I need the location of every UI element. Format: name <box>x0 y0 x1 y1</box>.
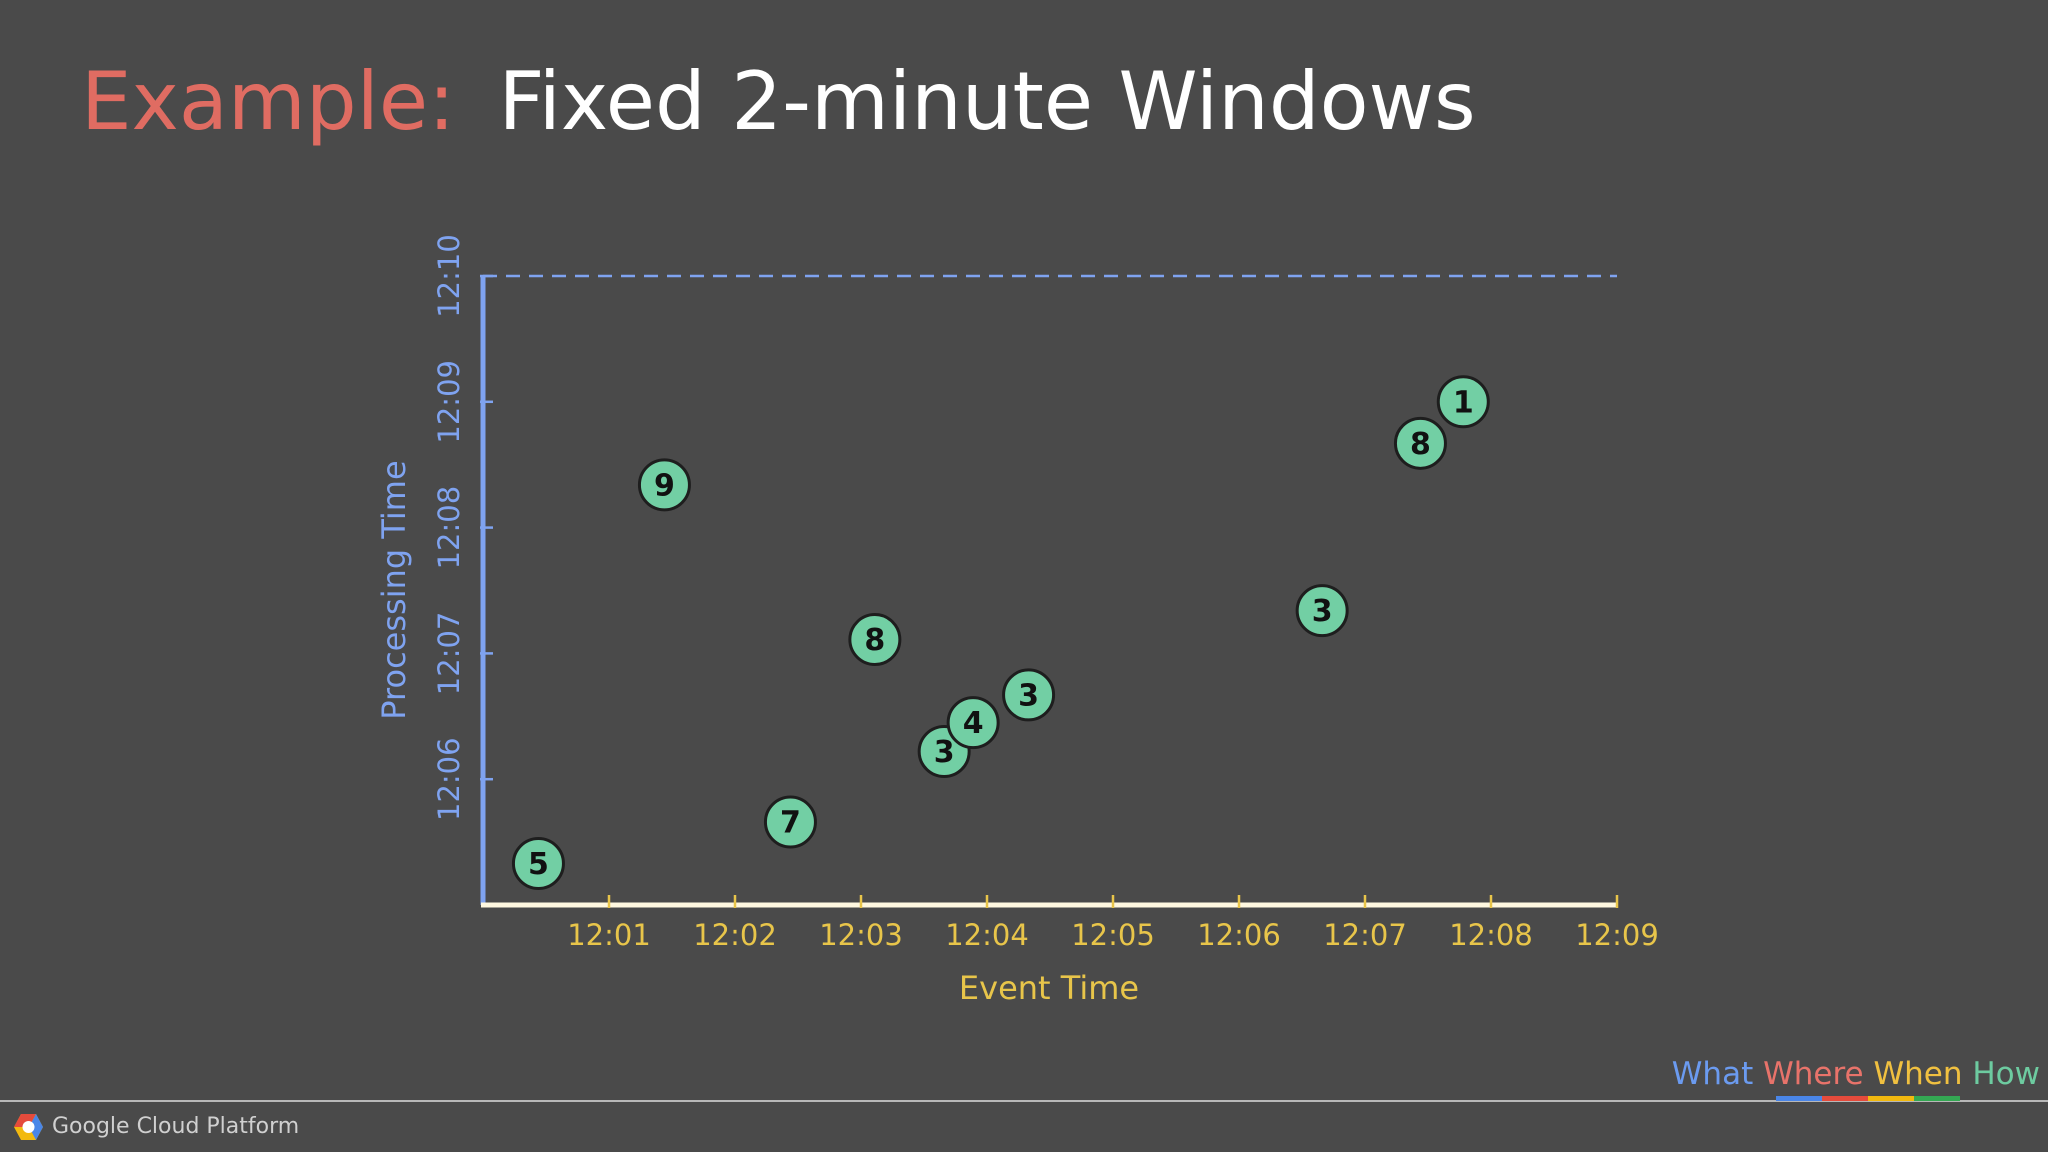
title-prefix: Example: <box>81 55 455 148</box>
x-tick-label: 12:09 <box>1575 918 1659 952</box>
slide-title: Example: Fixed 2-minute Windows <box>81 55 1476 148</box>
x-tick-label: 12:06 <box>1197 918 1281 952</box>
x-tick-label: 12:05 <box>1071 918 1155 952</box>
point-label: 8 <box>1410 427 1431 462</box>
x-tick-label: 12:08 <box>1449 918 1533 952</box>
nav-underline <box>1776 1096 1960 1101</box>
nav-how: How <box>1972 1056 2040 1092</box>
x-tick-label: 12:03 <box>819 918 903 952</box>
x-tick-label: 12:07 <box>1323 918 1407 952</box>
nav-when: When <box>1873 1056 1962 1092</box>
point <box>1393 416 1447 470</box>
point-label: 3 <box>1312 594 1333 629</box>
x-tick-label: 12:01 <box>567 918 651 952</box>
point <box>1002 668 1056 722</box>
point <box>848 613 902 667</box>
y-tick-label: 12:09 <box>432 360 466 444</box>
point-label: 1 <box>1453 385 1474 420</box>
x-tick-label: 12:04 <box>945 918 1029 952</box>
point-label: 5 <box>528 847 549 882</box>
y-tick-label: 12:07 <box>432 612 466 696</box>
y-tick-label: 12:06 <box>432 737 466 821</box>
x-axis-title: Event Time <box>959 969 1139 1007</box>
y-tick-label: 12:08 <box>432 486 466 570</box>
y-axis-title: Processing Time <box>375 460 413 719</box>
point-label: 7 <box>780 805 801 840</box>
point-label: 3 <box>934 735 955 770</box>
footer-brand: Google Cloud Platform <box>52 1114 299 1139</box>
plot: 12:01 12:02 12:03 12:04 12:05 12:06 12:07 12:08… <box>375 234 1659 1007</box>
point <box>511 836 565 890</box>
point-label: 4 <box>963 706 984 741</box>
y-tick-label: 12:10 <box>432 234 466 318</box>
nav-what: What <box>1672 1056 1753 1092</box>
x-tick-label: 12:02 <box>693 918 777 952</box>
point <box>946 696 1000 750</box>
footer-nav: What Where When How <box>1672 1056 2040 1092</box>
point-label: 9 <box>654 468 675 503</box>
point-label: 3 <box>1018 678 1039 713</box>
point <box>1295 584 1349 638</box>
point-label: 8 <box>864 623 885 658</box>
title-text: Fixed 2-minute Windows <box>498 55 1475 148</box>
nav-where: Where <box>1763 1056 1864 1092</box>
gcp-logo <box>14 1114 43 1140</box>
point <box>1436 375 1490 429</box>
point <box>763 795 817 849</box>
point <box>637 458 691 512</box>
